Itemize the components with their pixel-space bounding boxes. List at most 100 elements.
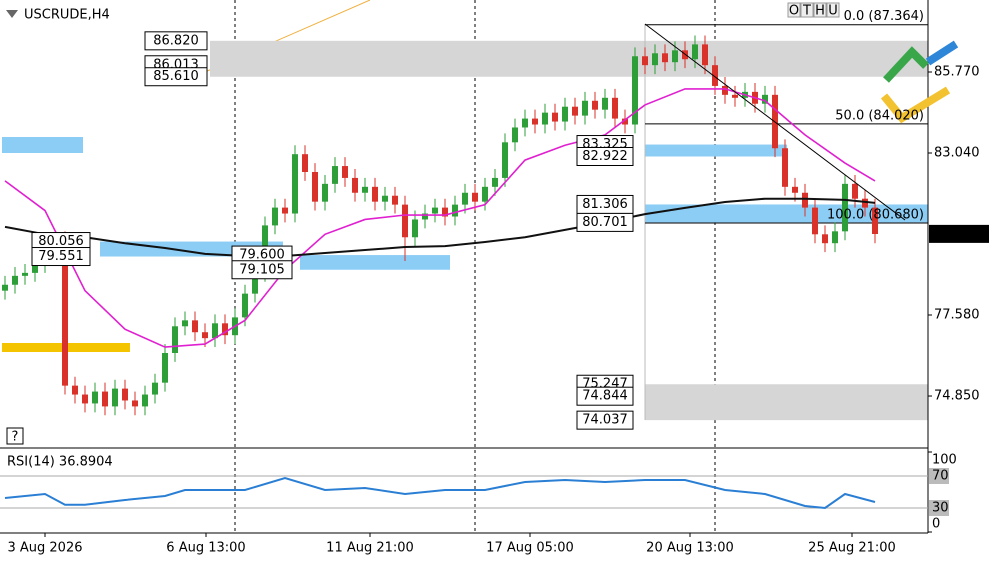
rsi-tick-label: 30 [932,501,949,516]
candle-body [222,323,228,336]
candle-body [132,400,138,407]
candle-body [762,94,768,104]
candle-body [372,186,378,202]
rsi-tick-label: 100 [932,453,957,468]
level-label: 81.306 [582,197,628,212]
rsi-tick-box [929,468,949,484]
level-label: 82.922 [582,149,628,164]
candle-body [392,195,398,205]
candle-body [642,56,648,66]
x-tick-label: 11 Aug 21:00 [326,541,414,556]
candle-body [722,85,728,95]
candle-body [182,320,188,327]
level-box [144,31,208,51]
current-price-label: 80.314 [933,226,979,241]
help-button[interactable] [6,427,24,445]
level-box [576,386,634,406]
candle-body [22,272,28,276]
candle-body [802,192,808,208]
candle-body [452,204,458,217]
level-label: 74.844 [582,389,628,404]
candle-body [402,204,408,238]
candle-body [662,53,668,63]
x-tick-label: 17 Aug 05:00 [486,541,574,556]
candle-body [812,207,818,235]
level-label: 86.820 [153,33,199,48]
candle-body [342,166,348,178]
toolbar-button[interactable] [787,2,801,18]
fib-label: 0.0 (87.364) [844,9,924,24]
candle-body [692,44,698,60]
candle-body [632,56,638,125]
y-tick-label: 83.040 [934,145,980,160]
rsi-title: RSI(14) 36.8904 [7,455,113,470]
x-tick-label: 25 Aug 21:00 [808,541,896,556]
level-label: 79.600 [239,248,285,263]
candle-body [862,198,868,208]
current-price-box [929,224,989,243]
zone [210,40,928,77]
candle-body [672,50,678,63]
candle-body [212,323,218,339]
x-tick-label: 20 Aug 13:00 [646,541,734,556]
candle-body [432,207,438,214]
icon [6,10,18,18]
candle-body [162,352,168,383]
y-tick-label: 85.770 [934,64,980,79]
chart-title: USCRUDE,H4 [24,8,110,23]
level-label: 80.701 [582,215,628,230]
candle-body [362,186,368,193]
help-text: ? [12,430,19,445]
candle-body [592,100,598,110]
candle-body [352,177,358,193]
candle-body [792,186,798,193]
zone [300,255,450,270]
candle-body [612,97,618,119]
level-label: 74.037 [582,413,628,428]
toolbar-button[interactable] [826,2,840,18]
candle-body [62,243,68,386]
toolbar-button[interactable] [800,2,814,18]
candle-body [112,388,118,407]
level-box [576,212,634,232]
candle-body [282,207,288,214]
candle-body [652,53,658,66]
candle-body [782,148,788,187]
logo [880,40,959,124]
candle-body [702,44,708,66]
candle-body [242,293,248,318]
zone [645,144,787,157]
candle-body [532,118,538,125]
toolbar-label: U [828,4,838,19]
candle-body [502,142,508,178]
y-tick-label: 77.580 [934,308,980,323]
level-box [231,260,293,280]
candle-body [272,207,278,226]
candle-body [142,394,148,407]
level-label: 79.551 [38,249,84,264]
level-label: 79.105 [239,262,285,277]
candle-body [822,234,828,244]
candle-body [382,195,388,202]
candle-body [92,391,98,404]
candle-body [332,166,338,184]
rsi-line [4,476,876,510]
candle-body [842,183,848,232]
logo-part [880,86,951,124]
x-tick-label: 3 Aug 2026 [7,541,82,556]
candle-body [72,385,78,395]
candle-body [712,65,718,86]
candle-body [622,118,628,125]
candle-body [82,394,88,404]
candle-body [442,207,448,217]
toolbar-button[interactable] [813,2,827,18]
moving-average [4,88,876,348]
candle-body [522,118,528,128]
x-tick-label: 6 Aug 13:00 [166,541,245,556]
candle-body [172,326,178,353]
level-label: 80.056 [38,234,84,249]
level-box [576,146,634,166]
rsi-tick-label: 70 [932,469,949,484]
